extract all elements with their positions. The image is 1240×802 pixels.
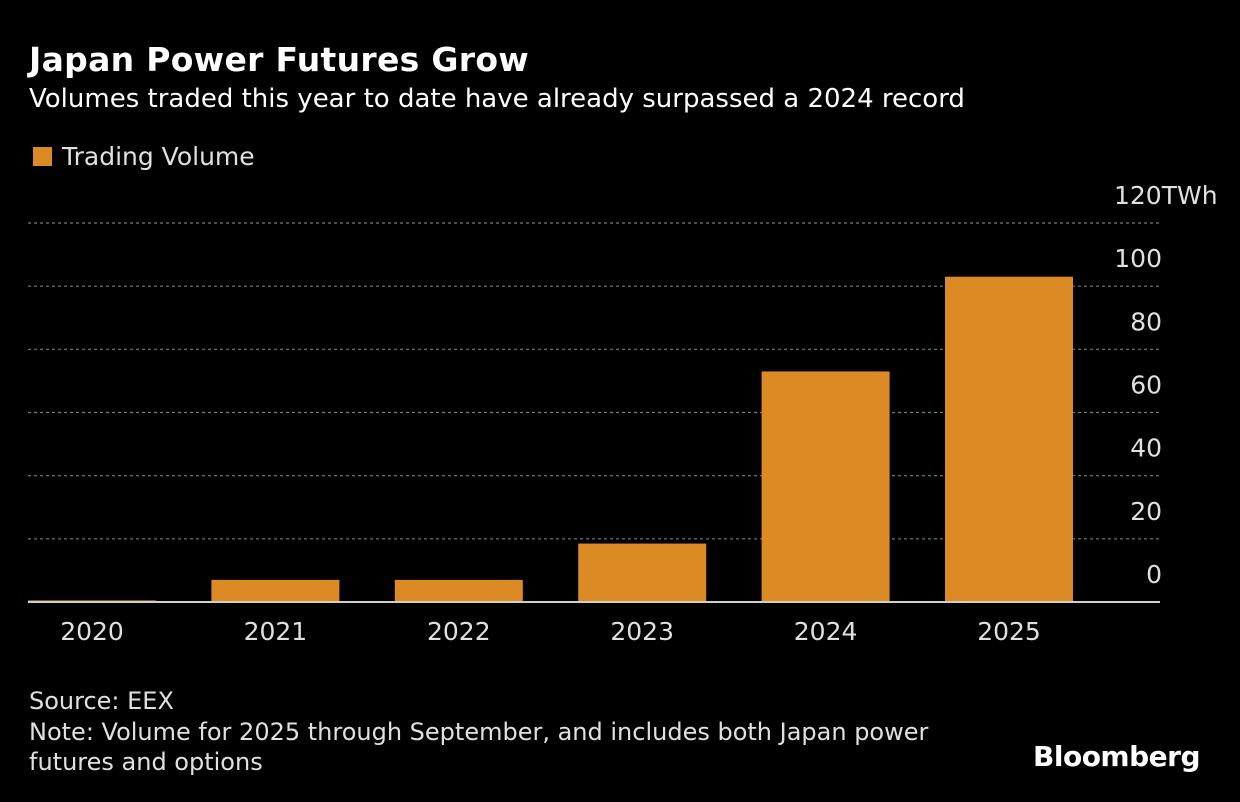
bar-2021 [211,579,340,602]
x-tick-label-2023: 2023 [610,617,674,646]
legend-swatch [33,147,52,166]
bloomberg-logo: Bloomberg [1033,740,1200,773]
y-tick-label-0: 0 [1146,560,1162,589]
source-note: Source: EEX [29,687,174,715]
y-tick-label-60: 60 [1130,371,1162,400]
bar-2022 [394,579,523,602]
footnote: Note: Volume for 2025 through September,… [29,717,928,777]
x-tick-label-2024: 2024 [794,617,858,646]
x-tick-label-2022: 2022 [427,617,491,646]
y-tick-label-100: 100 [1114,244,1162,273]
bar-2025 [945,276,1073,602]
y-tick-label-80: 80 [1130,307,1162,336]
x-tick-label-2020: 2020 [60,617,124,646]
bar-chart: 0 20 40 60 80 100 120TWh 2020 2021 2022 2023 2024 20… [28,181,1218,646]
legend: Trading Volume [33,142,255,171]
x-tick-label-2021: 2021 [244,617,308,646]
bar-2024 [761,371,890,602]
y-tick-label-40: 40 [1130,434,1162,463]
x-tick-label-2025: 2025 [977,617,1041,646]
footnote-line-1: Note: Volume for 2025 through September,… [29,718,929,746]
y-tick-label-20: 20 [1130,497,1162,526]
y-tick-label-120: 120TWh [1114,181,1218,210]
legend-label: Trading Volume [62,142,255,171]
footnote-line-2: futures and options [29,748,263,776]
chart-title: Japan Power Futures Grow [29,40,530,79]
bar-2023 [578,543,707,602]
chart-subtitle: Volumes traded this year to date have al… [29,84,965,114]
